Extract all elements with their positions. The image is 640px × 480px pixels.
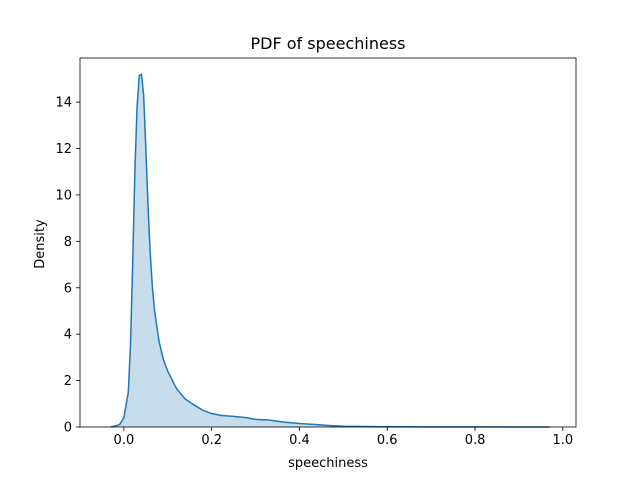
density-line-0	[110, 73, 550, 428]
y-tick-label: 14	[55, 96, 72, 111]
x-tick-label: 0.4	[289, 433, 310, 448]
chart-title: PDF of speechiness	[251, 34, 406, 53]
y-tick-label: 10	[55, 188, 72, 203]
y-tick-label: 12	[55, 142, 72, 157]
x-tick-label: 0.0	[114, 433, 135, 448]
axes: 0.0 0.2 0.4 0.6 0.8 1.0 0 2 4 6 8 10 12 14	[55, 57, 577, 448]
x-tick-label: 1.0	[552, 433, 573, 448]
y-tick-label: 8	[64, 235, 72, 250]
density-area-0	[110, 74, 550, 427]
x-tick-label: 0.2	[201, 433, 222, 448]
x-axis-label: speechiness	[288, 456, 368, 471]
x-tick-label: 0.8	[465, 433, 486, 448]
plot-area	[110, 73, 550, 428]
y-tick-label: 4	[64, 328, 72, 343]
x-tick-label: 0.6	[377, 433, 398, 448]
y-tick-label: 0	[64, 421, 72, 436]
axes-frame	[79, 57, 577, 428]
y-tick-label: 6	[64, 281, 72, 296]
y-axis-label: Density	[33, 219, 48, 269]
y-tick-label: 2	[64, 374, 72, 389]
